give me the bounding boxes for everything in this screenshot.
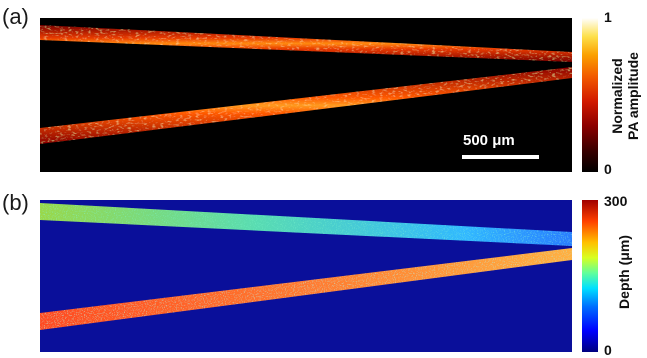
panel-b-label: (b) <box>2 190 29 215</box>
vessel-depth-map <box>40 203 572 330</box>
upper-vessel-depth <box>40 203 572 246</box>
lower-vessel <box>40 67 572 144</box>
depth-map-image <box>40 200 572 352</box>
amplitude-colorbar-title: Normalized PA amplitude <box>609 26 643 166</box>
scale-bar-label: 500 μm <box>463 132 515 149</box>
upper-vessel <box>40 25 572 62</box>
depth-colorbar <box>582 200 598 352</box>
amplitude-colorbar-max: 1 <box>604 9 612 25</box>
depth-colorbar-min: 0 <box>604 342 612 358</box>
depth-colorbar-max: 300 <box>604 193 628 209</box>
panel-a-label: (a) <box>2 4 29 29</box>
vessel-amplitude-map <box>40 25 572 144</box>
amplitude-colorbar-title-line2: PA amplitude <box>625 52 641 140</box>
pa-amplitude-image <box>40 18 572 172</box>
amplitude-colorbar-title-line1: Normalized <box>609 58 625 134</box>
lower-vessel-depth <box>40 248 572 330</box>
depth-colorbar-title: Depth (μm) <box>616 235 632 309</box>
amplitude-colorbar-min: 0 <box>604 161 612 177</box>
amplitude-colorbar <box>582 18 598 172</box>
scale-bar <box>462 155 539 159</box>
